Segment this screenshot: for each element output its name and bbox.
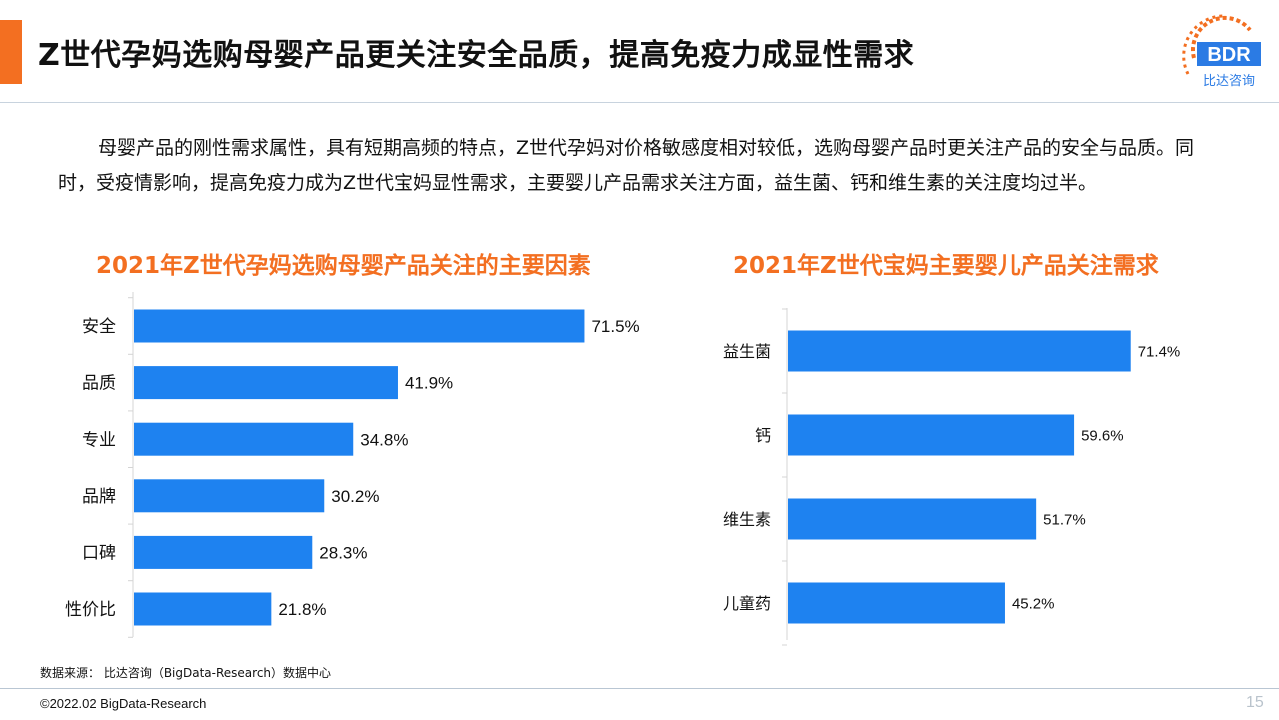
value-label-factors: 41.9%: [405, 374, 453, 393]
category-label-needs: 儿童药: [723, 594, 771, 613]
bar-needs: [788, 582, 1005, 624]
value-label-factors: 30.2%: [331, 487, 379, 506]
value-label-needs: 59.6%: [1081, 427, 1124, 444]
logo-box: [1197, 42, 1261, 66]
bar-factors: [134, 535, 313, 569]
bar-factors: [134, 422, 354, 456]
bdr-logo: BDR 比达咨询: [1182, 14, 1261, 89]
footer-divider: [0, 688, 1279, 689]
category-label-factors: 专业: [82, 430, 116, 450]
category-label-needs: 维生素: [723, 510, 771, 529]
intro-paragraph: 母婴产品的刚性需求属性，具有短期高频的特点，Z世代孕妈对价格敏感度相对较低，选购…: [58, 137, 1195, 194]
bar-needs: [788, 414, 1075, 456]
logo-text: BDR: [1207, 44, 1251, 66]
value-label-needs: 51.7%: [1043, 511, 1086, 528]
data-source: 数据来源： 比达咨询（BigData-Research）数据中心: [40, 666, 332, 680]
category-label-needs: 钙: [755, 426, 771, 445]
category-label-factors: 性价比: [65, 600, 116, 620]
header-divider: [0, 102, 1279, 103]
value-label-factors: 71.5%: [591, 317, 639, 336]
category-label-factors: 口碑: [82, 544, 116, 564]
copyright: ©2022.02 BigData-Research: [40, 696, 207, 711]
bar-factors: [134, 309, 585, 343]
category-label-factors: 品质: [82, 374, 116, 394]
chart-title-factors: 2021年Z世代孕妈选购母婴产品关注的主要因素: [96, 253, 591, 279]
bar-factors: [134, 479, 325, 513]
bar-needs: [788, 498, 1037, 540]
value-label-factors: 34.8%: [360, 430, 408, 449]
bar-factors: [134, 366, 398, 400]
page-title: Z世代孕妈选购母婴产品更关注安全品质，提高免疫力成显性需求: [38, 38, 915, 73]
value-label-needs: 45.2%: [1012, 595, 1055, 612]
page-number: 15: [1246, 694, 1264, 711]
bar-needs: [788, 330, 1131, 372]
logo-dash-ring: [1182, 14, 1252, 75]
title-accent-bar: [0, 20, 22, 84]
category-label-factors: 品牌: [82, 487, 116, 507]
category-label-needs: 益生菌: [723, 342, 771, 361]
value-label-needs: 71.4%: [1138, 343, 1181, 360]
logo-subtext: 比达咨询: [1203, 74, 1255, 89]
category-label-factors: 安全: [82, 317, 116, 337]
value-label-factors: 28.3%: [319, 544, 367, 563]
bar-factors: [134, 592, 272, 626]
value-label-factors: 21.8%: [278, 600, 326, 619]
chart-title-needs: 2021年Z世代宝妈主要婴儿产品关注需求: [733, 253, 1159, 279]
